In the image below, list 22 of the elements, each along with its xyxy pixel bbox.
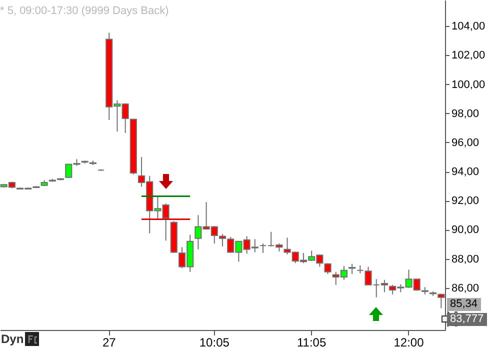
candlestick [259,243,267,254]
x-tick-label: 12:00 [394,336,424,348]
y-tick-label: 90,00 [452,224,480,236]
text: 83,777 [447,313,487,326]
y-tick-label: 98,00 [452,108,480,120]
y-tick-label: 92,00 [452,195,480,208]
x-tick-label: 27 [102,336,116,348]
y-tick-label: 100,00 [452,78,486,91]
x-tick-label: 10:05 [199,336,230,348]
candlestick [438,293,445,309]
y-tick-label: 96,00 [452,136,480,149]
candlestick [348,263,356,275]
text: Dyn [1,332,24,346]
y-tick-label: 94,00 [452,166,480,178]
candlestick [324,262,332,275]
y-tick-label: 86,00 [452,282,480,294]
y-tick-label: 102,00 [452,50,486,62]
chart-title: * 5, 09:00-17:30 (9999 Days Back) [0,5,169,17]
y-tick-label: 104,00 [452,20,486,33]
y-tick-label: 88,00 [452,253,480,266]
x-tick-label: 11:05 [297,336,326,348]
text: 85,34 [447,298,481,312]
